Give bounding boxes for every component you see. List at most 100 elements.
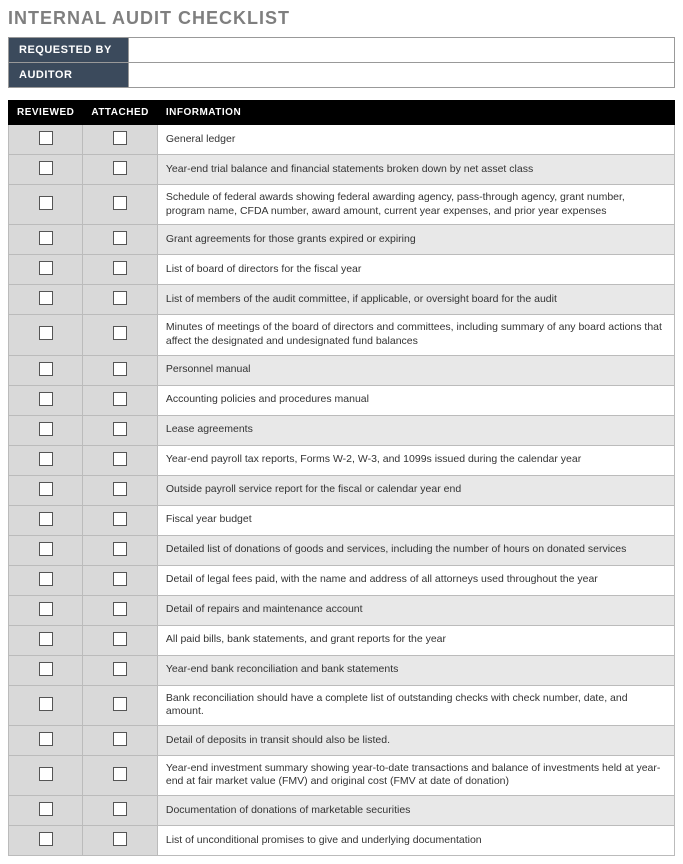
reviewed-cell (9, 755, 83, 795)
reviewed-cell (9, 355, 83, 385)
reviewed-checkbox[interactable] (39, 632, 53, 646)
attached-checkbox[interactable] (113, 802, 127, 816)
reviewed-checkbox[interactable] (39, 291, 53, 305)
attached-checkbox[interactable] (113, 832, 127, 846)
attached-cell (83, 415, 158, 445)
attached-cell (83, 685, 158, 725)
reviewed-cell (9, 185, 83, 225)
requested-by-value[interactable] (129, 38, 675, 63)
attached-checkbox[interactable] (113, 732, 127, 746)
reviewed-checkbox[interactable] (39, 131, 53, 145)
attached-checkbox[interactable] (113, 131, 127, 145)
information-cell: Outside payroll service report for the f… (157, 475, 674, 505)
table-row: Documentation of donations of marketable… (9, 796, 675, 826)
attached-checkbox[interactable] (113, 291, 127, 305)
information-cell: Year-end trial balance and financial sta… (157, 155, 674, 185)
table-row: Detail of repairs and maintenance accoun… (9, 595, 675, 625)
reviewed-checkbox[interactable] (39, 482, 53, 496)
reviewed-cell (9, 415, 83, 445)
checklist-table: REVIEWED ATTACHED INFORMATION General le… (8, 100, 675, 856)
attached-checkbox[interactable] (113, 231, 127, 245)
attached-cell (83, 565, 158, 595)
reviewed-cell (9, 255, 83, 285)
information-cell: Personnel manual (157, 355, 674, 385)
attached-checkbox[interactable] (113, 261, 127, 275)
reviewed-checkbox[interactable] (39, 802, 53, 816)
attached-checkbox[interactable] (113, 697, 127, 711)
table-row: List of board of directors for the fisca… (9, 255, 675, 285)
reviewed-cell (9, 595, 83, 625)
reviewed-checkbox[interactable] (39, 196, 53, 210)
reviewed-checkbox[interactable] (39, 422, 53, 436)
table-row: Accounting policies and procedures manua… (9, 385, 675, 415)
reviewed-checkbox[interactable] (39, 572, 53, 586)
reviewed-checkbox[interactable] (39, 392, 53, 406)
attached-checkbox[interactable] (113, 196, 127, 210)
information-cell: All paid bills, bank statements, and gra… (157, 625, 674, 655)
table-row: Detail of legal fees paid, with the name… (9, 565, 675, 595)
attached-checkbox[interactable] (113, 512, 127, 526)
reviewed-checkbox[interactable] (39, 161, 53, 175)
information-cell: Minutes of meetings of the board of dire… (157, 315, 674, 355)
auditor-value[interactable] (129, 63, 675, 88)
information-cell: Year-end bank reconciliation and bank st… (157, 655, 674, 685)
information-cell: Year-end investment summary showing year… (157, 755, 674, 795)
attached-cell (83, 355, 158, 385)
table-row: Detailed list of donations of goods and … (9, 535, 675, 565)
attached-checkbox[interactable] (113, 572, 127, 586)
table-row: Personnel manual (9, 355, 675, 385)
attached-cell (83, 725, 158, 755)
information-cell: List of unconditional promises to give a… (157, 826, 674, 856)
attached-cell (83, 625, 158, 655)
table-row: Detail of deposits in transit should als… (9, 725, 675, 755)
reviewed-checkbox[interactable] (39, 732, 53, 746)
attached-checkbox[interactable] (113, 161, 127, 175)
reviewed-cell (9, 725, 83, 755)
table-row: Lease agreements (9, 415, 675, 445)
attached-checkbox[interactable] (113, 482, 127, 496)
attached-checkbox[interactable] (113, 632, 127, 646)
attached-checkbox[interactable] (113, 392, 127, 406)
information-cell: Year-end payroll tax reports, Forms W-2,… (157, 445, 674, 475)
table-row: List of members of the audit committee, … (9, 285, 675, 315)
reviewed-checkbox[interactable] (39, 326, 53, 340)
attached-cell (83, 655, 158, 685)
reviewed-checkbox[interactable] (39, 832, 53, 846)
attached-checkbox[interactable] (113, 767, 127, 781)
reviewed-cell (9, 475, 83, 505)
reviewed-checkbox[interactable] (39, 602, 53, 616)
reviewed-checkbox[interactable] (39, 231, 53, 245)
attached-cell (83, 505, 158, 535)
attached-checkbox[interactable] (113, 542, 127, 556)
attached-checkbox[interactable] (113, 662, 127, 676)
table-row: Grant agreements for those grants expire… (9, 225, 675, 255)
reviewed-checkbox[interactable] (39, 662, 53, 676)
table-row: Year-end investment summary showing year… (9, 755, 675, 795)
attached-checkbox[interactable] (113, 362, 127, 376)
attached-cell (83, 796, 158, 826)
attached-checkbox[interactable] (113, 452, 127, 466)
reviewed-checkbox[interactable] (39, 697, 53, 711)
col-header-reviewed: REVIEWED (9, 101, 83, 125)
reviewed-cell (9, 125, 83, 155)
table-row: List of unconditional promises to give a… (9, 826, 675, 856)
reviewed-checkbox[interactable] (39, 767, 53, 781)
information-cell: General ledger (157, 125, 674, 155)
reviewed-checkbox[interactable] (39, 512, 53, 526)
information-cell: Schedule of federal awards showing feder… (157, 185, 674, 225)
attached-checkbox[interactable] (113, 326, 127, 340)
reviewed-cell (9, 505, 83, 535)
attached-cell (83, 225, 158, 255)
attached-cell (83, 385, 158, 415)
information-cell: Lease agreements (157, 415, 674, 445)
attached-cell (83, 445, 158, 475)
attached-checkbox[interactable] (113, 422, 127, 436)
attached-cell (83, 315, 158, 355)
reviewed-checkbox[interactable] (39, 362, 53, 376)
requested-by-label: REQUESTED BY (9, 38, 129, 63)
attached-checkbox[interactable] (113, 602, 127, 616)
reviewed-checkbox[interactable] (39, 452, 53, 466)
reviewed-checkbox[interactable] (39, 542, 53, 556)
table-row: Year-end trial balance and financial sta… (9, 155, 675, 185)
reviewed-checkbox[interactable] (39, 261, 53, 275)
